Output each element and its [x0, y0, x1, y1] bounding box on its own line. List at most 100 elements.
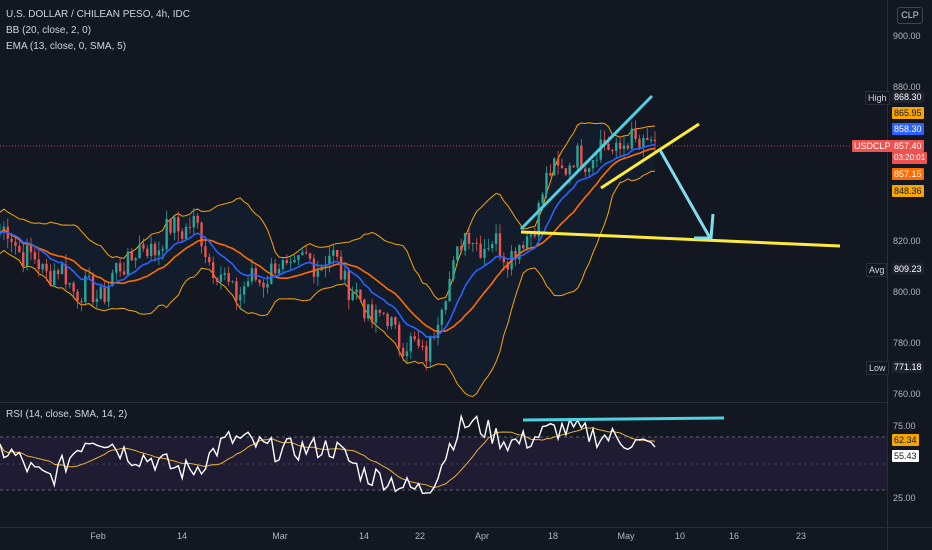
candle-body — [487, 248, 490, 250]
candle-body — [231, 281, 234, 283]
legend-ema[interactable]: EMA (13, close, 0, SMA, 5) — [6, 41, 127, 52]
candle-body — [99, 286, 102, 299]
candle-body — [297, 255, 300, 261]
candle-body — [611, 150, 614, 152]
rsi-value-tag: 55.43 — [892, 450, 919, 462]
legend-title[interactable]: U.S. DOLLAR / CHILEAN PESO, 4h, IDC — [6, 9, 190, 20]
candle-body — [545, 172, 548, 195]
candle-body — [49, 271, 52, 286]
candle-body — [394, 317, 397, 325]
candle-body — [180, 231, 184, 239]
candle-body — [339, 256, 343, 280]
candle-body — [45, 263, 48, 272]
candle-body — [649, 139, 653, 141]
avg-value-tag: 809.23 — [892, 263, 924, 275]
projection-arrow — [658, 149, 712, 239]
candle-body — [177, 217, 180, 232]
candle-body — [87, 275, 91, 277]
candle-body — [448, 278, 451, 302]
candle-body — [471, 242, 475, 244]
time-scale-separator — [0, 527, 932, 528]
time-tick-may-23: 23 — [795, 531, 807, 541]
candle-body — [146, 248, 149, 257]
candle-body — [157, 250, 161, 256]
candle-body — [95, 298, 99, 303]
rsi-tick-25: 25.00 — [893, 493, 916, 503]
candle-body — [584, 168, 587, 173]
legend-rsi[interactable]: RSI (14, close, SMA, 14, 2) — [6, 409, 128, 420]
candle-body — [41, 263, 44, 270]
pane-separator[interactable] — [0, 402, 887, 403]
candle-body — [142, 244, 145, 249]
candle-body — [138, 244, 141, 259]
candle-body — [103, 286, 106, 302]
time-tick-apr-18: 18 — [547, 531, 559, 541]
time-tick-feb: Feb — [90, 531, 106, 541]
candle-body — [72, 282, 75, 292]
candle-body — [149, 243, 153, 257]
high-value-tag: 868.30 — [892, 91, 924, 103]
candle-body — [479, 243, 482, 258]
price-tick-800: 800.00 — [893, 287, 921, 297]
last-price-tag: 857.40 — [892, 140, 924, 152]
candle-body — [64, 264, 68, 285]
candle-body — [277, 268, 281, 274]
candle-body — [553, 158, 556, 176]
candle-body — [366, 304, 370, 319]
candle-body — [572, 165, 575, 168]
candle-body — [525, 236, 529, 249]
candle-body — [273, 263, 277, 274]
candle-body — [401, 347, 405, 357]
candle-body — [615, 142, 618, 151]
candle-body — [646, 137, 649, 141]
candle-body — [653, 139, 657, 142]
candle-body — [556, 158, 560, 166]
candle-body — [14, 241, 17, 246]
candle-body — [235, 281, 238, 301]
legend-bb[interactable]: BB (20, close, 2, 0) — [6, 25, 92, 36]
candle-body — [370, 304, 374, 323]
candle-body — [618, 142, 622, 149]
candle-body — [463, 233, 467, 251]
candle-body — [580, 145, 583, 169]
bb-fill — [0, 122, 655, 397]
candle-body — [622, 145, 626, 149]
candle-body — [634, 128, 637, 139]
candle-body — [84, 276, 87, 302]
candle-body — [10, 238, 13, 242]
candle-body — [215, 278, 219, 282]
candle-body — [359, 289, 362, 300]
candle-body — [118, 263, 122, 272]
candle-body — [363, 299, 366, 319]
time-tick-mar-14: 14 — [358, 531, 370, 541]
candle-body — [242, 286, 246, 295]
bb-basis-tag: 857.15 — [892, 168, 924, 180]
candle-body — [25, 245, 29, 267]
candle-body — [126, 251, 130, 275]
candle-body — [630, 128, 633, 149]
candle-body — [211, 262, 215, 279]
candle-body — [467, 233, 471, 244]
low-value-tag: 771.18 — [892, 361, 924, 373]
candle-body — [192, 215, 195, 228]
candle-body — [587, 168, 591, 173]
candle-body — [29, 245, 33, 253]
candle-body — [153, 243, 157, 256]
candle-body — [351, 292, 354, 300]
candle-body — [33, 252, 37, 260]
time-tick-apr: Apr — [474, 531, 490, 541]
price-tick-820: 820.00 — [893, 236, 921, 246]
candle-body — [281, 260, 285, 269]
time-tick-mar: Mar — [272, 531, 288, 541]
candle-body — [134, 258, 137, 261]
candle-body — [316, 270, 320, 277]
candle-body — [107, 286, 110, 302]
candle-body — [165, 218, 168, 249]
candle-body — [343, 270, 347, 280]
time-tick-may-10: 10 — [674, 531, 686, 541]
candle-body — [111, 272, 114, 287]
candle-body — [518, 245, 521, 260]
currency-button[interactable]: CLP — [897, 7, 923, 24]
rsi-ma-value-tag: 62.34 — [892, 434, 919, 446]
